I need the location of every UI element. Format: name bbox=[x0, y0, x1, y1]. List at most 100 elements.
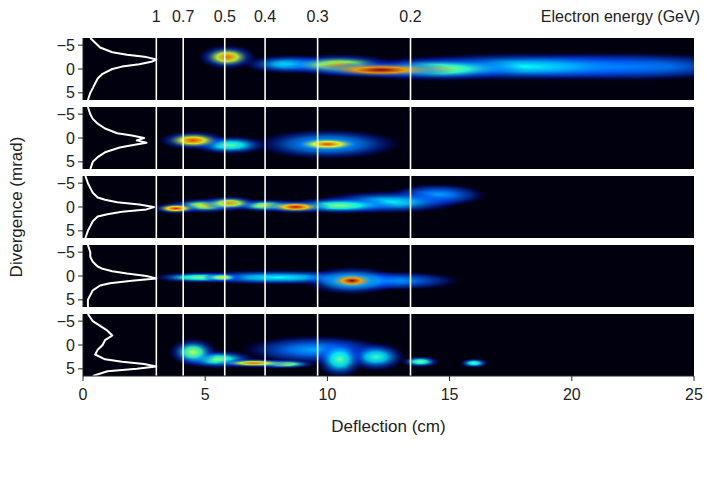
divergence-profile bbox=[88, 107, 147, 169]
energy-line bbox=[156, 107, 158, 169]
energy-label: 0.2 bbox=[399, 8, 421, 25]
panel-data bbox=[88, 38, 694, 100]
panel-data bbox=[85, 176, 486, 238]
panel-data bbox=[88, 107, 411, 169]
energy-label: 0.5 bbox=[214, 8, 236, 25]
energy-line bbox=[182, 38, 184, 100]
energy-label: 0.4 bbox=[254, 8, 276, 25]
energy-line bbox=[182, 245, 184, 307]
y-tick bbox=[78, 345, 83, 346]
x-axis-line bbox=[83, 376, 694, 377]
y-tick-label: −5 bbox=[57, 106, 75, 123]
divergence-profile bbox=[85, 176, 153, 238]
energy-line bbox=[264, 107, 266, 169]
energy-line bbox=[410, 38, 412, 100]
beam-spot bbox=[200, 196, 259, 211]
top-axis-title: Electron energy (GeV) bbox=[541, 8, 700, 25]
y-tick bbox=[78, 276, 83, 277]
y-tick bbox=[78, 92, 83, 93]
energy-line bbox=[410, 107, 412, 169]
energy-line bbox=[410, 314, 412, 376]
divergence-profile bbox=[88, 314, 156, 376]
beam-spot bbox=[288, 137, 366, 152]
beam-spot bbox=[254, 129, 401, 160]
x-tick bbox=[327, 376, 328, 381]
energy-line bbox=[182, 107, 184, 169]
energy-line bbox=[224, 314, 226, 376]
beam-spot bbox=[325, 272, 379, 289]
y-tick bbox=[78, 230, 83, 231]
energy-line bbox=[264, 245, 266, 307]
energy-label: 0.3 bbox=[306, 8, 328, 25]
energy-line bbox=[317, 245, 319, 307]
y-tick-label: −5 bbox=[57, 37, 75, 54]
x-tick-label: 15 bbox=[441, 386, 459, 403]
y-tick-label: 5 bbox=[66, 153, 75, 170]
x-tick-label: 20 bbox=[563, 386, 581, 403]
x-tick bbox=[205, 376, 206, 381]
energy-line bbox=[224, 176, 226, 238]
y-tick bbox=[78, 114, 83, 115]
beam-spot bbox=[203, 273, 242, 283]
y-tick-label: −5 bbox=[57, 244, 75, 261]
beam-spot bbox=[315, 340, 364, 376]
panel-background bbox=[83, 107, 694, 169]
panel-background bbox=[83, 38, 694, 100]
y-tick-label: 0 bbox=[66, 61, 75, 78]
beam-spot bbox=[169, 338, 218, 367]
energy-line bbox=[156, 176, 158, 238]
x-tick bbox=[694, 376, 695, 381]
y-axis-title: Divergence (mrad) bbox=[7, 137, 26, 278]
y-tick-label: 5 bbox=[66, 360, 75, 377]
beam-spot bbox=[261, 200, 329, 213]
y-tick-label: 0 bbox=[66, 337, 75, 354]
energy-line bbox=[410, 176, 412, 238]
y-tick-label: 5 bbox=[66, 291, 75, 308]
energy-line bbox=[224, 38, 226, 100]
beam-spot bbox=[459, 358, 488, 368]
y-tick-label: 0 bbox=[66, 130, 75, 147]
x-tick bbox=[571, 376, 572, 381]
panel-data bbox=[88, 314, 489, 376]
energy-line bbox=[182, 176, 184, 238]
energy-line bbox=[317, 314, 319, 376]
x-tick-label: 0 bbox=[79, 386, 88, 403]
y-tick bbox=[78, 207, 83, 208]
energy-label: 0.7 bbox=[172, 8, 194, 25]
energy-line bbox=[156, 38, 158, 100]
energy-line bbox=[264, 176, 266, 238]
x-tick-label: 5 bbox=[201, 386, 210, 403]
y-tick bbox=[78, 252, 83, 253]
x-tick-label: 25 bbox=[685, 386, 703, 403]
y-tick bbox=[78, 368, 83, 369]
beam-spot bbox=[308, 61, 455, 78]
y-tick bbox=[78, 161, 83, 162]
y-tick bbox=[78, 138, 83, 139]
y-tick bbox=[78, 45, 83, 46]
energy-line bbox=[317, 38, 319, 100]
energy-line bbox=[264, 38, 266, 100]
beam-spot bbox=[159, 131, 227, 150]
energy-label: 1 bbox=[152, 8, 161, 25]
energy-line bbox=[317, 176, 319, 238]
x-tick-label: 10 bbox=[319, 386, 337, 403]
divergence-profile bbox=[88, 245, 156, 307]
energy-line bbox=[410, 245, 412, 307]
beam-spot bbox=[151, 203, 200, 214]
x-tick bbox=[449, 376, 450, 381]
y-tick bbox=[78, 299, 83, 300]
panel-background bbox=[83, 314, 694, 376]
y-tick bbox=[78, 69, 83, 70]
x-tick bbox=[83, 376, 84, 381]
y-tick-label: 5 bbox=[66, 84, 75, 101]
energy-line bbox=[156, 245, 158, 307]
energy-line bbox=[264, 314, 266, 376]
y-tick-label: 5 bbox=[66, 222, 75, 239]
y-tick-label: −5 bbox=[57, 175, 75, 192]
panel-background bbox=[83, 176, 694, 238]
energy-line bbox=[224, 245, 226, 307]
energy-line bbox=[317, 107, 319, 169]
beam-spot bbox=[215, 358, 293, 368]
beam-spot bbox=[401, 356, 440, 367]
figure: Electron energy (GeV) 1 0.7 0.5 0.4 0.3 0.2 −5 0… bbox=[0, 0, 706, 480]
